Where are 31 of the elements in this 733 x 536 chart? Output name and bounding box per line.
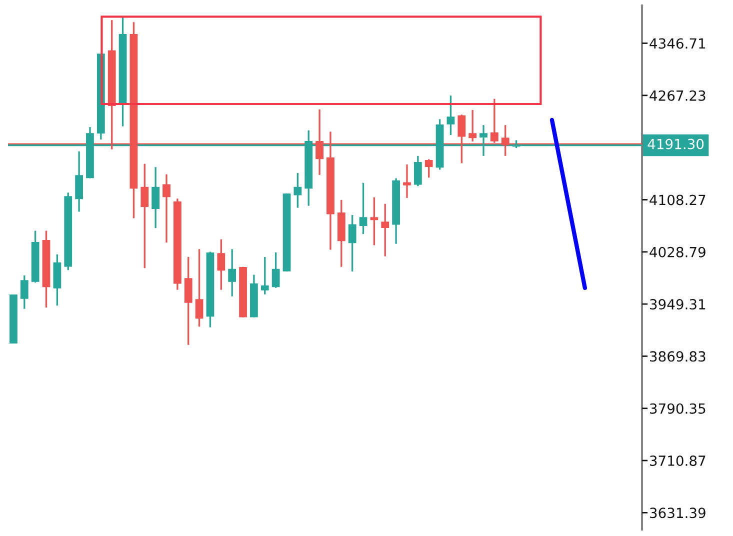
- candlestick: [152, 166, 160, 229]
- y-tick-label: 3631.39: [650, 508, 706, 518]
- y-tick-label: 3790.35: [650, 403, 706, 414]
- candlestick: [217, 238, 226, 291]
- candlestick: [424, 158, 433, 178]
- candlestick: [20, 274, 28, 310]
- candlestick: [162, 173, 170, 244]
- candlestick: [348, 214, 356, 272]
- candlestick: [260, 256, 269, 296]
- y-tick-label: 3710.87: [650, 455, 706, 466]
- candlestick: [403, 164, 411, 199]
- y-tick-label: 3869.83: [650, 351, 706, 362]
- candlestick: [381, 203, 390, 258]
- y-tick-label: 3949.31: [650, 299, 706, 310]
- candlestick: [294, 172, 302, 209]
- candlestick: [195, 248, 204, 328]
- y-tick-label: 4267.23: [650, 90, 706, 101]
- y-tick-label: 4108.27: [650, 194, 706, 206]
- ref-line-label: 4191.30: [648, 138, 704, 150]
- candlestick: [140, 162, 149, 269]
- y-tick-label: 4028.79: [650, 246, 706, 258]
- candlestick: [370, 196, 378, 246]
- candlestick: [228, 248, 236, 298]
- candlestick: [75, 150, 83, 213]
- candlestick: [184, 256, 192, 346]
- candlestick: [446, 94, 455, 136]
- candlestick: [272, 252, 280, 289]
- y-tick-label: 4346.71: [650, 38, 706, 49]
- candlestick: [359, 182, 368, 235]
- candlestick: [414, 155, 422, 187]
- candlestick: [468, 109, 477, 142]
